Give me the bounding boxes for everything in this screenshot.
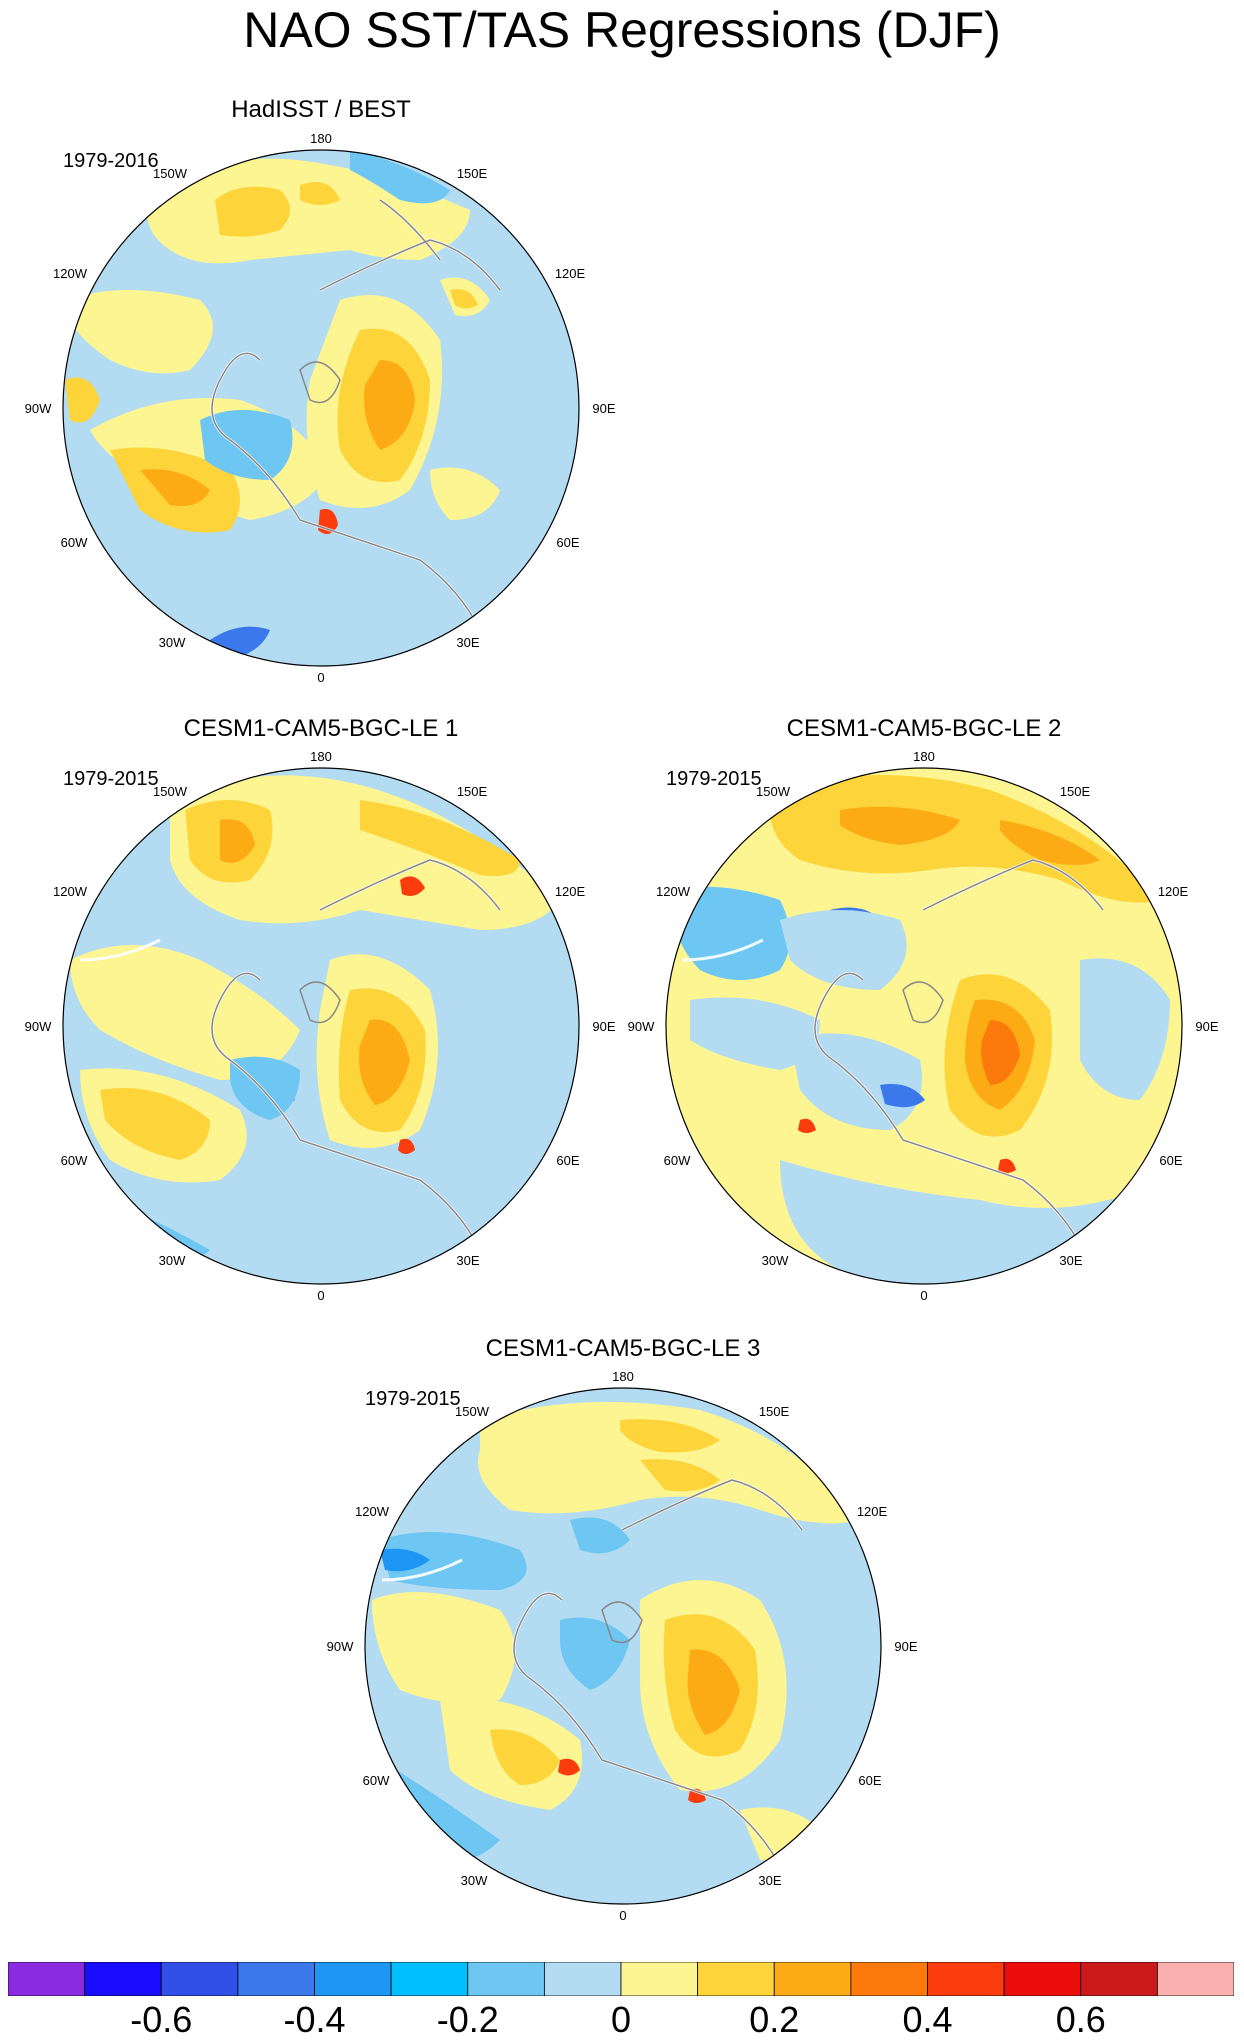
lon-label-120e: 120E <box>857 1504 888 1519</box>
colorbar-box <box>8 1962 86 1996</box>
panel-title: CESM1-CAM5-BGC-LE 1 <box>184 715 459 742</box>
lon-label-30w: 30W <box>159 1253 186 1268</box>
period-label: 1979-2016 <box>63 150 159 172</box>
colorbar-box <box>697 1962 775 1996</box>
colorbar-tick-label: 0.4 <box>902 1999 953 2040</box>
colorbar-box <box>1156 1962 1234 1996</box>
lon-label-60w: 60W <box>363 1773 390 1788</box>
colorbar-tick-label: -0.2 <box>436 1999 499 2040</box>
colorbar-tick-label: -0.4 <box>283 1999 346 2040</box>
lon-label-120w: 120W <box>53 884 88 899</box>
colorbar-tick-label: 0 <box>610 1999 632 2040</box>
lon-label-150e: 150E <box>759 1404 790 1419</box>
lon-label-60e: 60E <box>556 1153 579 1168</box>
map-field <box>365 1388 881 1904</box>
map-field <box>63 150 579 666</box>
lon-label-120e: 120E <box>1158 884 1189 899</box>
colorbar-box <box>467 1962 545 1996</box>
panel-title: HadISST / BEST <box>231 96 411 123</box>
lon-label-30w: 30W <box>762 1253 789 1268</box>
lon-label-180: 180 <box>612 1369 634 1384</box>
colorbar-box <box>160 1962 239 1996</box>
lon-label-150w: 150W <box>153 784 188 799</box>
lon-label-150w: 150W <box>455 1404 490 1419</box>
lon-label-60e: 60E <box>1159 1153 1182 1168</box>
panel-title: CESM1-CAM5-BGC-LE 2 <box>787 715 1062 742</box>
lon-label-90w: 90W <box>25 1019 52 1034</box>
lon-label-150w: 150W <box>756 784 791 799</box>
lon-label-30e: 30E <box>758 1873 781 1888</box>
period-label: 1979-2015 <box>666 768 762 790</box>
lon-label-60w: 60W <box>61 1153 88 1168</box>
colorbar-box <box>1003 1962 1082 1996</box>
period-label: 1979-2015 <box>365 1388 461 1410</box>
panel-cesm-le2: CESM1-CAM5-BGC-LE 2 1979-2015 <box>628 715 1219 1303</box>
page-title: NAO SST/TAS Regressions (DJF) <box>243 2 1001 58</box>
colorbar-box <box>543 1962 622 1996</box>
lon-label-120w: 120W <box>53 266 88 281</box>
colorbar-tick-label: -0.6 <box>130 1999 193 2040</box>
lon-label-90e: 90E <box>894 1639 917 1654</box>
lon-label-30e: 30E <box>456 1253 479 1268</box>
lon-label-150e: 150E <box>457 784 488 799</box>
panel-title: CESM1-CAM5-BGC-LE 3 <box>486 1335 761 1362</box>
lon-label-30e: 30E <box>1059 1253 1082 1268</box>
colorbar-box <box>620 1962 699 1996</box>
lon-label-60w: 60W <box>61 535 88 550</box>
lon-label-90w: 90W <box>628 1019 655 1034</box>
lon-label-90w: 90W <box>327 1639 354 1654</box>
lon-label-150w: 150W <box>153 166 188 181</box>
panel-cesm-le3: CESM1-CAM5-BGC-LE 3 1979-2015 <box>327 1335 918 1923</box>
lon-label-120e: 120E <box>555 884 586 899</box>
colorbar-tick-label: 0.6 <box>1055 1999 1106 2040</box>
map-field <box>63 768 579 1284</box>
colorbar-box <box>773 1962 852 1996</box>
lon-label-120e: 120E <box>555 266 586 281</box>
colorbar-box <box>1080 1962 1158 1996</box>
lon-label-0: 0 <box>317 670 324 685</box>
colorbar-tick-label: 0.2 <box>749 1999 800 2040</box>
panel-cesm-le1: CESM1-CAM5-BGC-LE 1 1979-2015 <box>25 715 616 1303</box>
lon-label-150e: 150E <box>1060 784 1091 799</box>
lon-label-60w: 60W <box>664 1153 691 1168</box>
lon-label-90e: 90E <box>1195 1019 1218 1034</box>
lon-label-120w: 120W <box>355 1504 390 1519</box>
lon-label-0: 0 <box>317 1288 324 1303</box>
lon-label-180: 180 <box>310 131 332 146</box>
colorbar <box>8 1962 1234 1996</box>
lon-label-180: 180 <box>913 749 935 764</box>
colorbar-box <box>84 1962 162 1996</box>
lon-label-60e: 60E <box>556 535 579 550</box>
lon-label-150e: 150E <box>457 166 488 181</box>
lon-label-0: 0 <box>619 1908 626 1923</box>
colorbar-box <box>390 1962 469 1996</box>
lon-label-0: 0 <box>920 1288 927 1303</box>
lon-label-90e: 90E <box>592 1019 615 1034</box>
map-field <box>666 768 1182 1284</box>
lon-label-30w: 30W <box>461 1873 488 1888</box>
lon-label-60e: 60E <box>858 1773 881 1788</box>
colorbar-box <box>237 1962 315 1996</box>
panel-hadisst: HadISST / BEST 1979-2016 <box>25 96 616 685</box>
colorbar-box <box>850 1962 928 1996</box>
lon-label-120w: 120W <box>656 884 691 899</box>
colorbar-box <box>927 1962 1005 1996</box>
period-label: 1979-2015 <box>63 768 159 790</box>
lon-label-180: 180 <box>310 749 332 764</box>
colorbar-box <box>314 1962 392 1996</box>
lon-label-90w: 90W <box>25 401 52 416</box>
lon-label-30w: 30W <box>159 635 186 650</box>
lon-label-90e: 90E <box>592 401 615 416</box>
lon-label-30e: 30E <box>456 635 479 650</box>
